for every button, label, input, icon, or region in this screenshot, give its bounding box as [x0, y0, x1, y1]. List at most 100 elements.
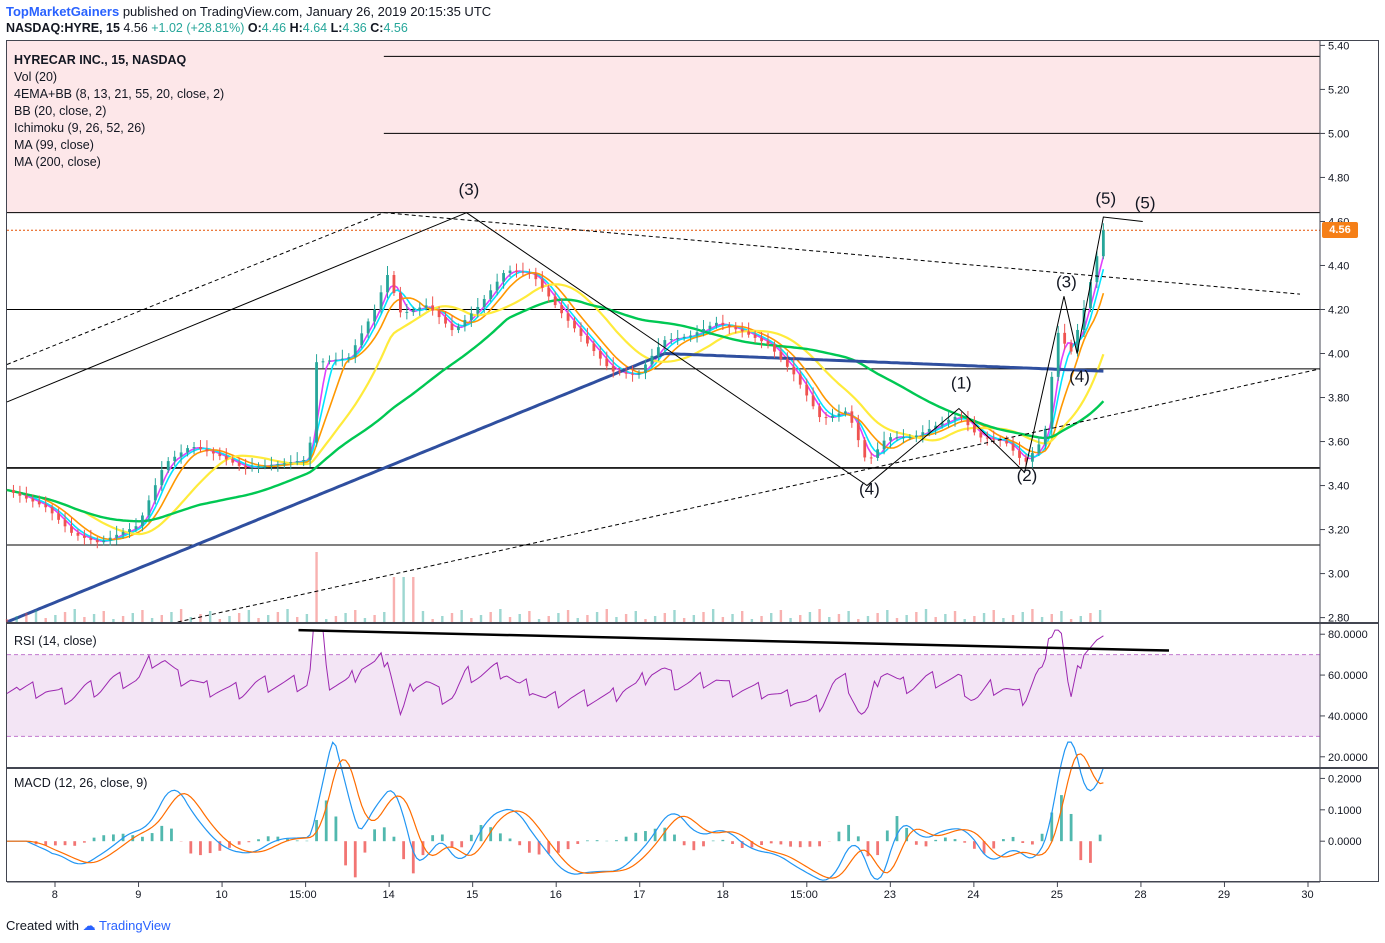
volume-bar: [441, 616, 444, 622]
ema-line-4: [6, 283, 1105, 536]
footer-brand[interactable]: TradingView: [99, 918, 171, 933]
candle-body: [457, 326, 460, 331]
macd-histogram-bar: [905, 827, 909, 842]
candle-body: [218, 453, 222, 457]
elliott-wave: [466, 212, 1143, 487]
resistance-zone: [7, 41, 1320, 213]
volume-bar: [489, 612, 492, 622]
macd-histogram-bar: [373, 829, 377, 842]
legend-item-ma99[interactable]: MA (99, close): [14, 138, 94, 152]
legend-item-vol[interactable]: Vol (20): [14, 70, 58, 84]
volume-bar: [779, 610, 783, 622]
publish-info: published on TradingView.com, January 26…: [122, 4, 492, 19]
candle-body: [798, 374, 802, 385]
candle-body: [489, 290, 493, 299]
volume-bar: [44, 618, 47, 622]
legend-item-bb[interactable]: BB (20, close, 2): [14, 104, 107, 118]
candle-body: [740, 329, 744, 332]
time-tick-label: 9: [135, 889, 141, 901]
volume-bar: [731, 614, 734, 622]
candle-body: [824, 417, 828, 419]
candle-body: [18, 492, 22, 496]
candle-body: [424, 305, 428, 308]
volume-bar: [170, 612, 173, 622]
macd-label[interactable]: MACD (12, 26, close, 9): [14, 776, 148, 790]
candle-body: [289, 462, 293, 464]
volume-bar: [711, 609, 715, 622]
macd-histogram-bar: [1021, 841, 1025, 843]
volume-bar: [499, 609, 502, 622]
candle-body: [482, 298, 486, 307]
volume-bar: [1011, 615, 1015, 622]
macd-histogram-bar: [189, 841, 193, 854]
candle-body: [186, 448, 189, 453]
volume-bar: [808, 612, 812, 622]
candle-body: [463, 319, 467, 327]
rsi-band: [7, 654, 1320, 737]
macd-histogram-bar: [53, 841, 57, 846]
volume-bar: [257, 618, 260, 622]
macd-histogram-bar: [402, 841, 406, 860]
candle-body: [270, 464, 273, 466]
main-legend: HYRECAR INC., 15, NASDAQ Vol (20) 4EMA+B…: [14, 52, 224, 171]
volume-bar: [508, 617, 512, 622]
price-tick-label: 5.20: [1328, 84, 1349, 96]
macd-histogram-bar: [92, 837, 96, 842]
pane-separator-macd[interactable]: [6, 767, 1379, 769]
volume-bar: [325, 619, 328, 622]
volume-bar: [460, 610, 463, 622]
tradingview-logo-icon: ☁: [82, 918, 96, 933]
candle-body: [347, 357, 351, 359]
price-tick-label: 3.40: [1328, 481, 1349, 493]
candle-body: [108, 537, 112, 541]
candle-body: [1024, 457, 1028, 462]
volume-bar: [547, 616, 550, 622]
macd-histogram-bar: [266, 836, 270, 842]
macd-histogram-bar: [856, 836, 860, 842]
volume-bar: [344, 613, 347, 622]
pane-separator-rsi[interactable]: [6, 622, 1379, 624]
volume-bar: [296, 617, 299, 622]
time-tick-label: 23: [884, 889, 896, 901]
price-tick-label: 3.00: [1328, 569, 1349, 581]
rsi-line: [6, 629, 1104, 717]
legend-item-ma200[interactable]: MA (200, close): [14, 155, 101, 169]
rsi-label[interactable]: RSI (14, close): [14, 634, 97, 648]
legend-item-ichimoku[interactable]: Ichimoku (9, 26, 52, 26): [14, 121, 146, 135]
time-tick-label: 15: [466, 889, 478, 901]
candle-body: [727, 324, 731, 328]
price-tick-label: 5.40: [1328, 40, 1349, 52]
macd-histogram-bar: [160, 825, 164, 842]
macd-histogram-bar: [711, 840, 715, 842]
volume-bar: [1050, 614, 1053, 622]
candle-body: [392, 275, 396, 293]
candle-body: [856, 422, 860, 441]
candle-body: [960, 416, 963, 418]
candle-body: [95, 540, 99, 543]
macd-histogram-bar: [382, 827, 386, 842]
candle-body: [102, 540, 106, 543]
candle-body: [373, 309, 377, 322]
candle-body: [31, 498, 35, 502]
close-label: C:: [370, 21, 384, 35]
volume-bar: [566, 610, 570, 622]
candle-body: [128, 529, 131, 532]
candle-body: [837, 413, 841, 416]
candle-body: [386, 275, 389, 293]
candle-body: [1037, 444, 1041, 454]
volume-bar: [121, 616, 125, 622]
author-link[interactable]: TopMarketGainers: [6, 4, 120, 19]
candle-body: [70, 526, 73, 533]
macd-histogram-bar: [440, 834, 444, 842]
rsi-tick-label: 40.0000: [1328, 711, 1368, 723]
high-label: H:: [289, 21, 303, 35]
legend-item-4ema-bb[interactable]: 4EMA+BB (8, 13, 21, 55, 20, close, 2): [14, 87, 225, 101]
macd-histogram-bar: [963, 841, 967, 843]
volume-bar: [595, 612, 599, 622]
volume-bar: [915, 612, 918, 622]
volume-bar: [354, 610, 357, 622]
macd-histogram-bar: [141, 836, 144, 842]
volume-bar: [837, 614, 841, 622]
candle-body: [940, 422, 944, 426]
